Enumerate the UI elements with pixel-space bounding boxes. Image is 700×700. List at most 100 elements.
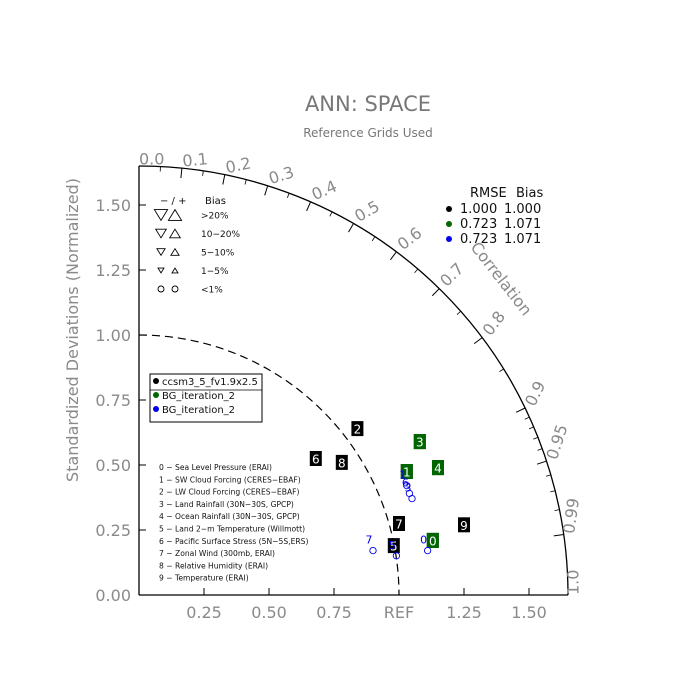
point-marker-box bbox=[351, 421, 364, 437]
correlation-tick-mark bbox=[306, 201, 312, 212]
correlation-minor-tick bbox=[554, 509, 560, 512]
triangle-up-icon bbox=[168, 228, 182, 239]
correlation-minor-tick bbox=[456, 310, 462, 315]
legend-entry-label: ccsm3_5_fv1.9x2.5 bbox=[162, 377, 258, 388]
correlation-tick-label: 0.0 bbox=[139, 150, 164, 169]
summary-bias-value: 1.000 bbox=[504, 202, 541, 217]
correlation-tick-mark bbox=[348, 223, 354, 233]
correlation-tick-label: 1.0 bbox=[564, 570, 583, 595]
data-points: 01234567890134013567 bbox=[309, 421, 470, 560]
correlation-minor-tick bbox=[499, 368, 504, 372]
correlation-tick-label: 0.6 bbox=[394, 223, 426, 253]
point-label: 3 bbox=[405, 482, 412, 495]
correlation-tick-label: 0.1 bbox=[181, 149, 208, 170]
point-label: 2 bbox=[354, 423, 362, 437]
correlation-tick-mark bbox=[389, 251, 397, 261]
data-point: 0 bbox=[426, 532, 439, 548]
variable-entry: 0 − Sea Level Pressure (ERAI) bbox=[159, 463, 272, 472]
legend-entry-label: BG_iteration_2 bbox=[162, 391, 235, 402]
correlation-tick-label: 0.99 bbox=[559, 497, 583, 535]
summary-header-rmse: RMSE bbox=[470, 186, 507, 201]
y-tick-label: 0.50 bbox=[95, 456, 131, 475]
summary-rmse-value: 0.723 bbox=[460, 217, 497, 232]
variable-entry: 7 − Zonal Wind (300mb, ERAI) bbox=[159, 549, 275, 558]
variable-entry: 2 − LW Cloud Forcing (CERES−EBAF) bbox=[159, 488, 300, 497]
point-label: 4 bbox=[434, 462, 442, 476]
point-marker-circle bbox=[423, 546, 432, 555]
bias-key-label: 10−20% bbox=[201, 230, 240, 240]
summary-rmse-value: 1.000 bbox=[460, 202, 497, 217]
outer-arc bbox=[138, 165, 569, 596]
point-marker-circle bbox=[403, 481, 411, 490]
variables-list: 0 − Sea Level Pressure (ERAI) 1 − SW Clou… bbox=[159, 463, 308, 583]
bias-key-header-bias: Bias bbox=[205, 196, 226, 207]
point-label: 3 bbox=[416, 436, 424, 450]
correlation-tick-mark bbox=[222, 174, 226, 185]
y-tick-label: 0.75 bbox=[95, 391, 131, 410]
point-label: 6 bbox=[402, 476, 409, 489]
point-marker-box bbox=[387, 538, 400, 554]
correlation-minor-tick bbox=[414, 268, 419, 274]
correlation-minor-tick bbox=[244, 179, 247, 185]
correlation-tick-label: 0.2 bbox=[224, 153, 253, 177]
x-tick-label: 0.25 bbox=[186, 603, 222, 622]
correlation-minor-tick bbox=[524, 416, 530, 420]
x-ticks: 0.25 0.50 0.75 1.25 1.50 REF bbox=[186, 588, 547, 622]
triangle-down-icon bbox=[156, 248, 166, 257]
variable-entry: 3 − Land Rainfall (30N−30S, GPCP) bbox=[159, 500, 294, 509]
correlation-minor-tick bbox=[545, 474, 551, 477]
circle-icon bbox=[171, 285, 179, 293]
point-marker-box bbox=[400, 464, 413, 479]
variable-entry: 6 − Pacific Surface Stress (5N−5S,ERS) bbox=[159, 537, 308, 546]
summary-color-dot bbox=[446, 236, 452, 242]
correlation-tick-mark bbox=[515, 407, 526, 413]
point-marker-circle bbox=[405, 489, 414, 498]
correlation-minor-tick bbox=[202, 170, 204, 176]
bias-key-label: 1−5% bbox=[201, 267, 229, 277]
correlation-axis-label: Correlation bbox=[467, 238, 536, 319]
variable-entry: 5 − Land 2−m Temperature (Willmott) bbox=[159, 525, 305, 534]
triangle-down-icon bbox=[154, 228, 168, 239]
variable-entry: 8 − Relative Humidity (ERAI) bbox=[159, 561, 268, 570]
correlation-tick-label: 0.95 bbox=[542, 422, 571, 462]
data-point: 5 bbox=[389, 539, 401, 560]
data-point: 8 bbox=[335, 454, 348, 470]
point-label: 1 bbox=[399, 469, 406, 482]
correlation-minor-tick bbox=[550, 490, 556, 493]
y-axis-label: Standardized Deviations (Normalized) bbox=[63, 178, 82, 482]
legend-color-dot bbox=[153, 378, 159, 384]
data-point: 1 bbox=[400, 464, 413, 480]
triangle-up-icon bbox=[170, 247, 180, 256]
legend-frame bbox=[149, 373, 263, 423]
correlation-tick-mark bbox=[553, 533, 564, 537]
summary-color-dot bbox=[446, 221, 452, 227]
bias-key-label: 5−10% bbox=[201, 249, 235, 259]
variable-entry: 1 − SW Cloud Forcing (CERES−EBAF) bbox=[159, 475, 301, 484]
x-tick-label: 1.50 bbox=[511, 603, 547, 622]
correlation-tick-mark bbox=[180, 168, 183, 179]
point-marker-box bbox=[413, 434, 426, 450]
x-tick-label: 0.50 bbox=[251, 603, 287, 622]
correlation-tick-mark bbox=[536, 460, 547, 465]
data-point: 3 bbox=[413, 434, 426, 450]
legend-color-dot bbox=[153, 406, 159, 412]
circle-icon bbox=[157, 285, 165, 293]
correlation-minor-tick bbox=[533, 436, 539, 440]
summary-bias-value: 1.071 bbox=[504, 217, 541, 232]
point-label: 0 bbox=[429, 534, 437, 548]
x-tick-label: 1.25 bbox=[446, 603, 482, 622]
triangle-up-icon bbox=[171, 267, 179, 274]
bias-key-label: >20% bbox=[201, 212, 229, 222]
bias-key: − / + Bias >20% 10−20% 5−10% 1−5% <1% bbox=[153, 196, 240, 296]
point-marker-box bbox=[432, 460, 444, 476]
point-marker-circle bbox=[392, 552, 401, 560]
summary-bias-value: 1.071 bbox=[504, 232, 541, 247]
variable-entry: 4 − Ocean Rainfall (30N−30S, GPCP) bbox=[159, 512, 300, 521]
reference-arc bbox=[138, 334, 400, 596]
chart-subtitle: Reference Grids Used bbox=[303, 126, 433, 140]
data-point: 5 bbox=[387, 538, 400, 554]
y-ticks: 0.00 0.25 0.50 0.75 1.00 1.25 1.50 bbox=[95, 196, 146, 605]
correlation-minor-tick bbox=[528, 426, 534, 430]
data-point: 7 bbox=[366, 534, 377, 555]
